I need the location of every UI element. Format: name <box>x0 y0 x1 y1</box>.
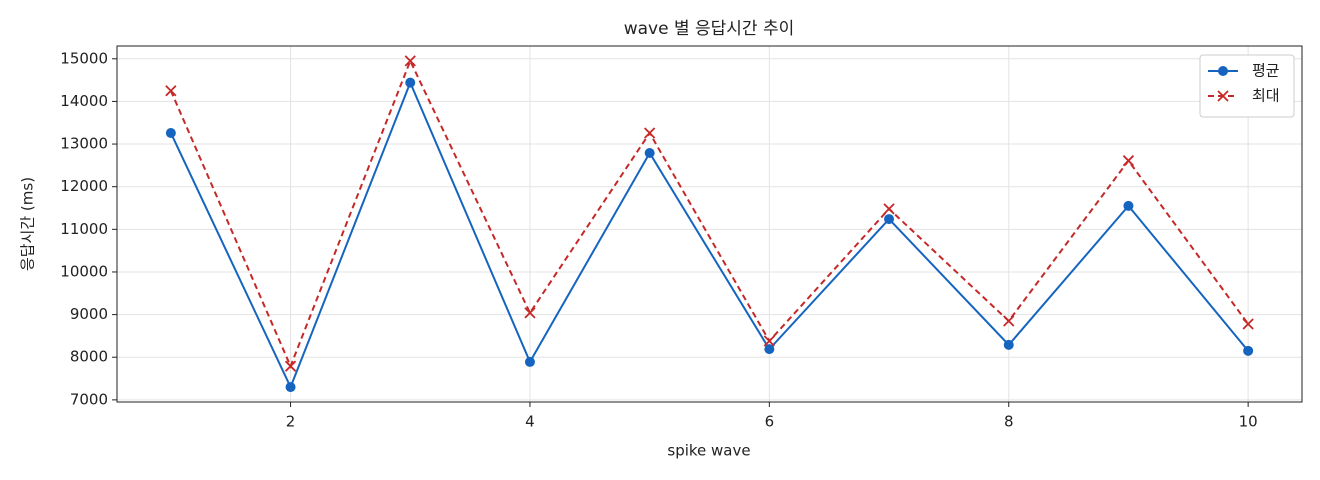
marker <box>764 344 775 355</box>
series-line <box>169 80 1249 390</box>
x-tick-label: 8 <box>1004 413 1014 431</box>
marker <box>1243 345 1254 356</box>
x-tick-label: 2 <box>286 413 296 431</box>
y-tick-label: 7000 <box>70 390 108 408</box>
series-line <box>169 58 1249 369</box>
plot-frame <box>116 45 1303 403</box>
marker <box>284 360 297 372</box>
y-tick-label: 11000 <box>60 220 108 238</box>
marker <box>1122 155 1135 167</box>
marker <box>165 85 177 97</box>
y-axis-label: 응답시간 (ms) <box>19 177 37 271</box>
y-tick-label: 13000 <box>60 135 108 153</box>
y-tick-label: 8000 <box>70 348 108 366</box>
y-tick-label: 15000 <box>60 49 108 67</box>
marker <box>285 382 296 393</box>
y-tick-label: 9000 <box>70 305 108 323</box>
marker <box>644 127 656 139</box>
marker <box>883 203 895 215</box>
marker <box>405 77 416 88</box>
legend-label: 최대 <box>1252 87 1280 105</box>
chart-title: wave 별 응답시간 추이 <box>624 19 795 39</box>
legend-box <box>1199 54 1295 118</box>
marker <box>763 335 775 347</box>
x-tick-label: 4 <box>525 413 535 431</box>
marker <box>165 127 176 138</box>
legend-marker <box>1218 66 1228 76</box>
legend-marker <box>1217 90 1229 102</box>
marker <box>1003 315 1015 327</box>
y-tick-label: 12000 <box>60 177 108 195</box>
x-tick-label: 6 <box>765 413 775 431</box>
marker <box>1242 318 1254 330</box>
marker <box>404 55 416 67</box>
marker <box>524 356 535 367</box>
marker <box>524 307 536 319</box>
y-tick-label: 14000 <box>60 92 108 110</box>
marker <box>884 214 895 225</box>
x-tick-label: 10 <box>1239 413 1258 431</box>
y-tick-label: 10000 <box>60 262 108 280</box>
legend-label: 평균 <box>1252 62 1280 80</box>
marker <box>1003 339 1014 350</box>
marker <box>644 148 655 159</box>
marker <box>1123 200 1134 211</box>
x-axis-label: spike wave <box>667 442 750 460</box>
